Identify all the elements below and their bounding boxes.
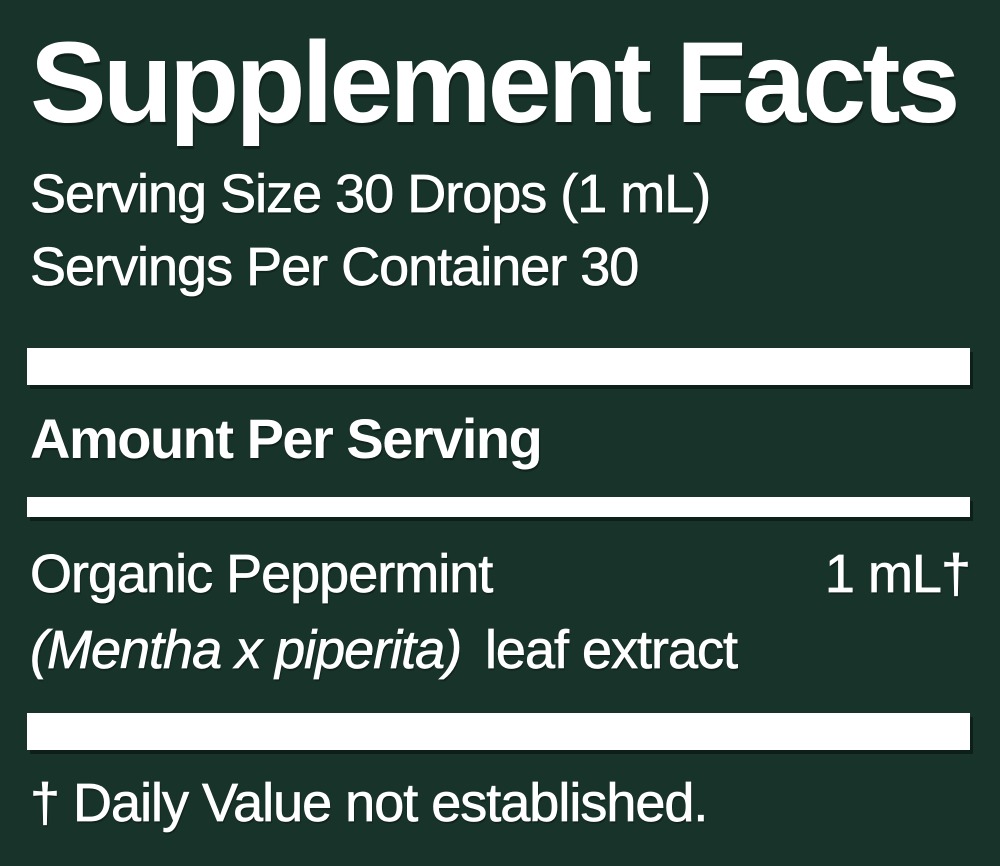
daily-value-footnote: † Daily Value not established.: [30, 773, 709, 834]
ingredient-name: Organic Peppermint: [30, 544, 494, 605]
supplement-facts-title: Supplement Facts: [30, 19, 960, 147]
divider-bar-bottom: [27, 713, 970, 750]
supplement-facts-panel: Supplement Facts Serving Size 30 Drops (…: [0, 24, 1000, 866]
serving-size-text: Serving Size 30 Drops (1 mL): [30, 164, 712, 225]
amount-per-serving-heading: Amount Per Serving: [30, 407, 543, 470]
divider-bar-top: [27, 348, 970, 385]
ingredient-row: Organic Peppermint 1 mL†: [30, 543, 972, 605]
divider-bar-middle: [27, 497, 970, 517]
ingredient-latin-name: (Mentha x piperita): [30, 620, 463, 681]
servings-per-container-text: Servings Per Container 30: [30, 237, 640, 298]
ingredient-botanical-line: (Mentha x piperita) leaf extract: [30, 618, 970, 682]
ingredient-amount: 1 mL†: [824, 544, 972, 605]
ingredient-plant-part: leaf extract: [484, 620, 739, 681]
